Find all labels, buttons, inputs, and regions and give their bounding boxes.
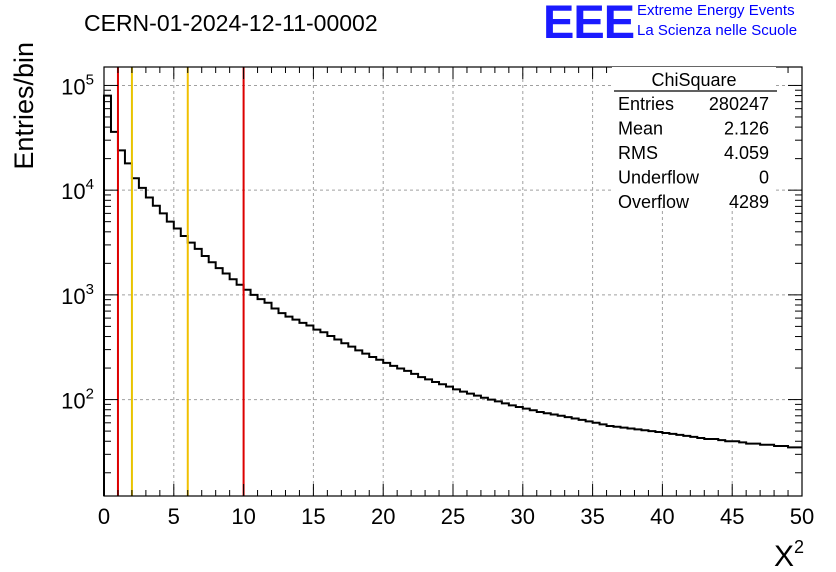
eee-logo: EEE Extreme Energy Events La Scienza nel…: [543, 0, 833, 48]
histogram-outline: [103, 94, 802, 496]
y-tick-base: 10: [61, 179, 85, 204]
stats-row-value: 4.059: [724, 143, 769, 163]
x-tick-label: 50: [790, 504, 814, 529]
y-tick-exponent: 3: [86, 281, 94, 298]
y-axis-title: Entries/bin: [9, 42, 39, 170]
logo-mark: EEE: [543, 0, 635, 48]
x-tick-label: 5: [168, 504, 180, 529]
x-axis-title-superscript: 2: [794, 537, 804, 557]
y-tick-exponent: 4: [86, 176, 94, 193]
histogram-layer: [103, 94, 802, 496]
stats-row-value: 280247: [709, 94, 769, 114]
x-tick-label: 0: [98, 504, 110, 529]
x-tick-label: 40: [650, 504, 674, 529]
x-axis-title: X2: [774, 537, 804, 572]
x-tick-label: 15: [301, 504, 325, 529]
chart-title: CERN-01-2024-12-11-00002: [84, 10, 378, 36]
stats-row-value: 2.126: [724, 119, 769, 139]
y-tick-base: 10: [61, 284, 85, 309]
cut-lines-layer: [116, 67, 245, 496]
y-tick-label: 105: [61, 71, 94, 99]
y-tick-label: 104: [61, 176, 94, 204]
stats-row-value: 0: [759, 168, 769, 188]
y-tick-base: 10: [61, 74, 85, 99]
stats-row-label: Mean: [618, 119, 663, 139]
x-tick-label: 25: [441, 504, 465, 529]
stats-box-title: ChiSquare: [651, 70, 736, 90]
stats-row-label: RMS: [618, 143, 658, 163]
y-tick-label: 102: [61, 386, 94, 414]
x-tick-label: 30: [511, 504, 535, 529]
y-tick-label: 103: [61, 281, 94, 309]
y-tick-exponent: 2: [86, 386, 94, 403]
stats-row-label: Entries: [618, 94, 674, 114]
stats-row-label: Underflow: [618, 168, 700, 188]
stats-box: ChiSquare Entries 280247 Mean 2.126 RMS 4.059 U…: [612, 67, 777, 212]
x-tick-label: 45: [720, 504, 744, 529]
y-tick-exponent: 5: [86, 71, 94, 88]
stats-box-background: [612, 67, 776, 207]
logo-line-1: Extreme Energy Events: [637, 2, 795, 19]
stats-row-label: Overflow: [618, 192, 690, 212]
axes-layer: 0 5 10 15 20 25 30 35 40 45 50102103104105X2Entrie…: [9, 42, 814, 572]
y-tick-base: 10: [61, 389, 85, 414]
x-tick-label: 10: [231, 504, 255, 529]
x-axis-title-base: X: [774, 540, 794, 572]
grid-layer: [104, 67, 802, 496]
stats-row-value: 4289: [729, 192, 769, 212]
x-tick-label: 20: [371, 504, 395, 529]
logo-line-2: La Scienza nelle Scuole: [637, 22, 798, 39]
x-tick-label: 35: [580, 504, 604, 529]
